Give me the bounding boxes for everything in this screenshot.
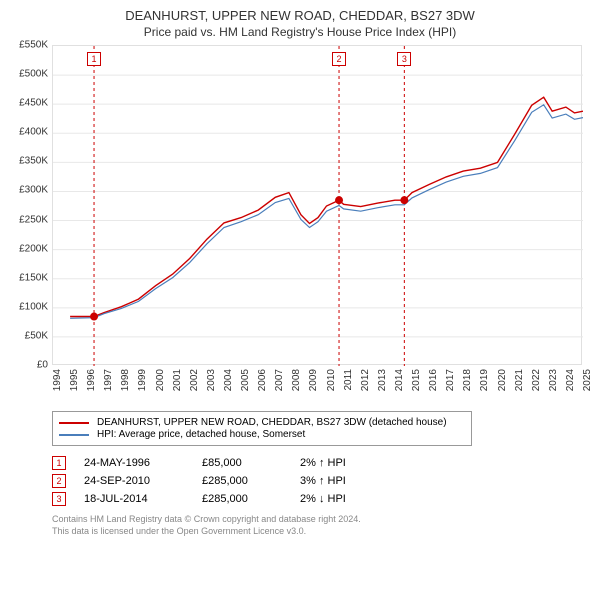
x-tick-label: 2025 xyxy=(582,369,593,391)
x-tick-label: 2014 xyxy=(394,369,405,391)
transaction-diff: 2% ↑ HPI xyxy=(300,457,390,469)
x-tick-label: 2001 xyxy=(172,369,183,391)
transaction-marker-dot xyxy=(400,196,408,204)
chart-area: £0 £50K £100K £150K £200K £250K £300K £350K £400… xyxy=(10,45,590,405)
x-tick-label: 2022 xyxy=(531,369,542,391)
transaction-badge: 3 xyxy=(52,492,66,506)
x-tick-label: 2006 xyxy=(257,369,268,391)
x-tick-label: 2004 xyxy=(223,369,234,391)
x-tick-label: 2011 xyxy=(343,369,354,391)
legend-swatch xyxy=(59,434,89,436)
x-axis: 1994 1995 1996 1997 1998 1999 2000 2001 2002 2003… xyxy=(52,367,582,405)
y-tick-label: £300K xyxy=(19,185,48,196)
transaction-date: 24-SEP-2010 xyxy=(84,475,184,487)
y-tick-label: £100K xyxy=(19,301,48,312)
transaction-marker-badge: 2 xyxy=(332,52,346,66)
x-tick-label: 1997 xyxy=(103,369,114,391)
title-block: DEANHURST, UPPER NEW ROAD, CHEDDAR, BS27… xyxy=(10,8,590,39)
series-line xyxy=(70,97,583,316)
transaction-marker-badge: 1 xyxy=(87,52,101,66)
y-tick-label: £250K xyxy=(19,214,48,225)
y-axis: £0£50K£100K£150K£200K£250K£300K£350K£400… xyxy=(10,45,50,365)
x-tick-label: 2010 xyxy=(326,369,337,391)
plot-area: 1 2 3 xyxy=(52,45,582,365)
chart-subtitle: Price paid vs. HM Land Registry's House … xyxy=(10,25,590,39)
x-tick-label: 2002 xyxy=(189,369,200,391)
x-tick-label: 2007 xyxy=(274,369,285,391)
chart-title: DEANHURST, UPPER NEW ROAD, CHEDDAR, BS27… xyxy=(10,8,590,23)
x-tick-label: 1995 xyxy=(69,369,80,391)
transaction-marker-dot xyxy=(90,313,98,321)
y-tick-label: £400K xyxy=(19,127,48,138)
x-tick-label: 2024 xyxy=(565,369,576,391)
y-tick-label: £350K xyxy=(19,156,48,167)
x-tick-label: 1998 xyxy=(120,369,131,391)
x-tick-label: 2021 xyxy=(514,369,525,391)
transaction-diff: 3% ↑ HPI xyxy=(300,475,390,487)
transaction-diff: 2% ↓ HPI xyxy=(300,493,390,505)
x-tick-label: 2020 xyxy=(497,369,508,391)
y-tick-label: £0 xyxy=(37,360,48,371)
x-tick-label: 2015 xyxy=(411,369,422,391)
legend-label: DEANHURST, UPPER NEW ROAD, CHEDDAR, BS27… xyxy=(97,417,447,428)
y-tick-label: £550K xyxy=(19,40,48,51)
transactions-table: 1 24-MAY-1996 £85,000 2% ↑ HPI 2 24-SEP-2010 £… xyxy=(52,456,590,506)
legend-swatch xyxy=(59,422,89,424)
transaction-marker-badge: 3 xyxy=(397,52,411,66)
x-tick-label: 2012 xyxy=(360,369,371,391)
transaction-price: £285,000 xyxy=(202,493,282,505)
y-tick-label: £450K xyxy=(19,98,48,109)
y-tick-label: £50K xyxy=(25,330,48,341)
x-tick-label: 2023 xyxy=(548,369,559,391)
x-tick-label: 2019 xyxy=(479,369,490,391)
x-tick-label: 2003 xyxy=(206,369,217,391)
legend-item: HPI: Average price, detached house, Some… xyxy=(59,429,465,440)
transaction-row: 1 24-MAY-1996 £85,000 2% ↑ HPI xyxy=(52,456,590,470)
y-tick-label: £500K xyxy=(19,69,48,80)
transaction-marker-dot xyxy=(335,196,343,204)
y-tick-label: £150K xyxy=(19,272,48,283)
x-tick-label: 1996 xyxy=(86,369,97,391)
x-tick-label: 2008 xyxy=(291,369,302,391)
x-tick-label: 2018 xyxy=(462,369,473,391)
x-tick-label: 2005 xyxy=(240,369,251,391)
transaction-price: £285,000 xyxy=(202,475,282,487)
legend: DEANHURST, UPPER NEW ROAD, CHEDDAR, BS27… xyxy=(52,411,472,446)
y-tick-label: £200K xyxy=(19,243,48,254)
transaction-row: 2 24-SEP-2010 £285,000 3% ↑ HPI xyxy=(52,474,590,488)
footer-line: This data is licensed under the Open Gov… xyxy=(52,526,590,538)
series-line xyxy=(70,105,583,318)
x-tick-label: 2016 xyxy=(428,369,439,391)
transaction-row: 3 18-JUL-2014 £285,000 2% ↓ HPI xyxy=(52,492,590,506)
x-tick-label: 2017 xyxy=(445,369,456,391)
transaction-date: 18-JUL-2014 xyxy=(84,493,184,505)
x-tick-label: 2013 xyxy=(377,369,388,391)
chart-container: DEANHURST, UPPER NEW ROAD, CHEDDAR, BS27… xyxy=(0,0,600,590)
legend-item: DEANHURST, UPPER NEW ROAD, CHEDDAR, BS27… xyxy=(59,417,465,428)
footer-line: Contains HM Land Registry data © Crown c… xyxy=(52,514,590,526)
x-tick-label: 1994 xyxy=(52,369,63,391)
attribution-footer: Contains HM Land Registry data © Crown c… xyxy=(52,514,590,537)
x-tick-label: 2000 xyxy=(155,369,166,391)
x-tick-label: 1999 xyxy=(137,369,148,391)
transaction-badge: 1 xyxy=(52,456,66,470)
transaction-badge: 2 xyxy=(52,474,66,488)
transaction-date: 24-MAY-1996 xyxy=(84,457,184,469)
plot-svg xyxy=(53,46,583,366)
legend-label: HPI: Average price, detached house, Some… xyxy=(97,429,305,440)
transaction-price: £85,000 xyxy=(202,457,282,469)
x-tick-label: 2009 xyxy=(308,369,319,391)
